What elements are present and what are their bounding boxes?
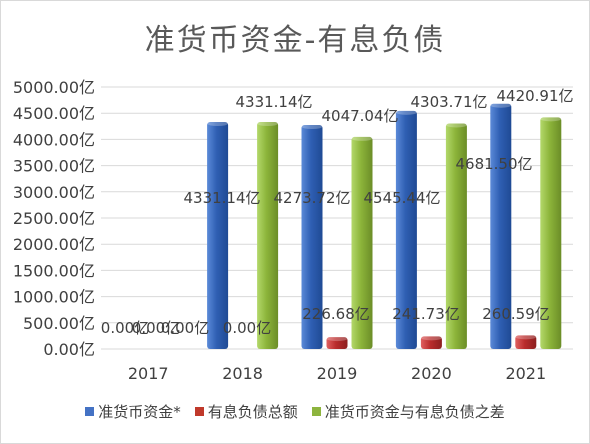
- data-label: 4303.71亿: [410, 93, 487, 111]
- y-tick-label: 4000.00亿: [13, 130, 95, 149]
- y-tick-label: 3000.00亿: [13, 183, 95, 202]
- y-tick-label: 3500.00亿: [13, 157, 95, 176]
- y-tick-label: 4500.00亿: [13, 104, 95, 123]
- data-label: 4273.72亿: [273, 189, 350, 207]
- data-label: 4681.50亿: [455, 155, 532, 173]
- bar: [326, 337, 348, 349]
- x-tick-label: 2020: [411, 364, 452, 383]
- bar-cap: [540, 116, 562, 122]
- data-label: 0.00亿: [132, 319, 180, 337]
- x-tick-label: 2021: [505, 364, 546, 383]
- data-labels: 0.00亿 4331.14亿 4273.72亿 4545.44亿 4681.50亿 0.0…: [101, 87, 574, 337]
- legend-label: 有息负债总额: [207, 403, 298, 421]
- bar: [395, 110, 417, 350]
- x-tick-label: 2017: [128, 364, 169, 383]
- bar: [257, 122, 279, 349]
- y-tick-label: 1000.00亿: [13, 288, 95, 307]
- bar-cap: [490, 102, 512, 108]
- bar-cap: [395, 109, 417, 115]
- data-label: 260.59亿: [482, 305, 550, 323]
- legend-item: 准货币资金与有息负债之差: [311, 401, 505, 422]
- legend: 准货币资金* 有息负债总额 准货币资金与有息负债之差: [1, 401, 589, 422]
- legend-item: 有息负债总额: [194, 401, 298, 422]
- bar-cap: [420, 335, 442, 341]
- bar-cap: [207, 121, 229, 127]
- data-label: 0.00亿: [161, 319, 209, 337]
- bar: [490, 103, 512, 350]
- bar-cap: [351, 135, 373, 141]
- bar-chart: 0.00亿 500.00亿 1000.00亿 1500.00亿 2000.00亿 2500…: [13, 78, 574, 383]
- data-label: 241.73亿: [392, 305, 460, 323]
- bar: [207, 122, 229, 349]
- chart-title: 准货币资金-有息负债: [144, 23, 446, 58]
- legend-swatch: [85, 407, 95, 416]
- data-label: 4047.04亿: [321, 107, 398, 125]
- y-tick-label: 500.00亿: [23, 314, 95, 333]
- bar: [351, 136, 373, 349]
- bar-cap: [445, 122, 467, 128]
- data-label: 4420.91亿: [496, 87, 573, 105]
- y-tick-label: 2000.00亿: [13, 235, 95, 254]
- y-axis: 0.00亿 500.00亿 1000.00亿 1500.00亿 2000.00亿 2500…: [13, 78, 95, 359]
- y-tick-label: 1500.00亿: [13, 261, 95, 280]
- legend-label: 准货币资金*: [98, 403, 181, 421]
- bar-cap: [301, 124, 323, 130]
- legend-item: 准货币资金*: [85, 401, 181, 422]
- x-axis: 2017 2018 2019 2020 2021: [128, 364, 546, 383]
- x-tick-label: 2019: [317, 364, 358, 383]
- bar: [515, 335, 537, 349]
- legend-swatch: [194, 407, 204, 416]
- bar-cap: [515, 334, 537, 340]
- y-tick-label: 2500.00亿: [13, 209, 95, 228]
- y-tick-label: 0.00亿: [43, 340, 95, 359]
- bar: [540, 117, 562, 349]
- bar: [301, 125, 323, 350]
- bar: [420, 336, 442, 349]
- legend-swatch: [311, 407, 321, 416]
- data-label: 0.00亿: [101, 319, 149, 337]
- bars: [207, 102, 562, 350]
- data-label: 4545.44亿: [363, 189, 440, 207]
- legend-label: 准货币资金与有息负债之差: [324, 403, 505, 421]
- data-label: 4331.14亿: [235, 93, 312, 111]
- x-tick-label: 2018: [222, 364, 263, 383]
- bar-cap: [326, 336, 348, 342]
- bar-cap: [257, 121, 279, 127]
- data-label: 0.00亿: [223, 319, 271, 337]
- bar: [445, 123, 467, 349]
- data-label: 4331.14亿: [183, 189, 260, 207]
- y-tick-label: 5000.00亿: [13, 78, 95, 97]
- data-label: 226.68亿: [302, 305, 370, 323]
